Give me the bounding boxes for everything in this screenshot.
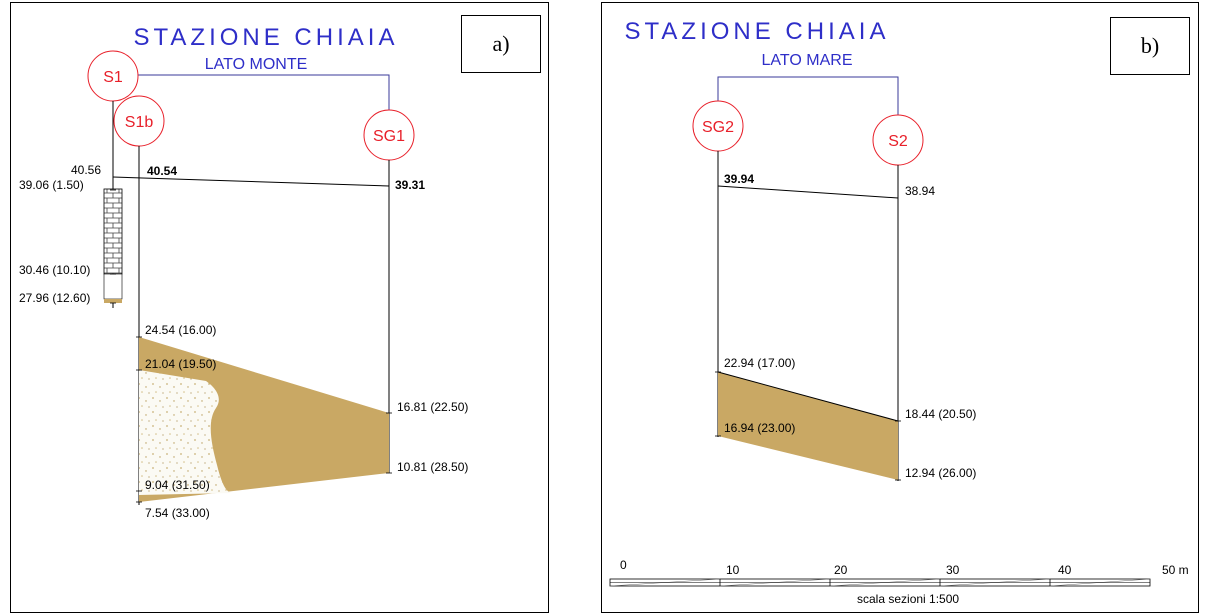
scale-tick-10: 10 <box>726 563 740 577</box>
s1b-layer1-label: 24.54 (16.00) <box>145 323 216 337</box>
scale-tick-20: 20 <box>834 563 848 577</box>
s1b-layer4-label: 7.54 (33.00) <box>145 506 210 520</box>
depth-markers <box>715 371 901 481</box>
section-a-drawing: STAZIONE CHIAIA LATO MONTE S1 S1b SG1 <box>19 24 468 520</box>
station-title: STAZIONE CHIAIA <box>625 18 890 45</box>
borehole-s1-label: S1 <box>103 69 123 86</box>
scale-caption: scala sezioni 1:500 <box>857 592 959 606</box>
s1-fill-base-label: 39.06 (1.50) <box>19 178 84 192</box>
borehole-s2: S2 <box>872 114 924 166</box>
ground-surface-line <box>112 176 390 187</box>
s1-top-elevation: 40.56 <box>71 163 101 177</box>
borehole-sg1: SG1 <box>363 109 415 161</box>
s1b-layer3-label: 9.04 (31.50) <box>145 478 210 492</box>
sg2-layer2-label: 16.94 (23.00) <box>724 421 795 435</box>
scale-tick-40: 40 <box>1058 563 1072 577</box>
s1-bottom-label: 27.96 (12.60) <box>19 291 90 305</box>
s1b-layer2-label: 21.04 (19.50) <box>145 357 216 371</box>
s2-layer2-label: 12.94 (26.00) <box>905 466 976 480</box>
sg2-top-elevation: 39.94 <box>724 172 754 186</box>
borehole-s2-label: S2 <box>888 133 908 150</box>
sg2-layer1-label: 22.94 (17.00) <box>724 356 795 370</box>
panel-a-tag: a) <box>461 15 541 73</box>
s2-top-elevation: 38.94 <box>905 184 935 198</box>
scale-tick-0: 0 <box>620 558 627 572</box>
s1-fill-layer <box>103 273 123 300</box>
borehole-s1: S1 <box>87 50 139 102</box>
panel-b-tag: b) <box>1110 17 1190 75</box>
section-b-drawing: STAZIONE CHIAIA LATO MARE SG2 S2 39.94 3… <box>609 18 1189 606</box>
s1-wall-base-label: 30.46 (10.10) <box>19 263 90 277</box>
station-title: STAZIONE CHIAIA <box>134 24 399 51</box>
scale-tick-30: 30 <box>946 563 960 577</box>
borehole-sg1-label: SG1 <box>373 128 405 145</box>
borehole-connector <box>136 74 390 115</box>
depth-markers <box>110 189 392 503</box>
borehole-connector <box>717 76 899 115</box>
borehole-s1b-label: S1b <box>125 114 154 131</box>
scale-tick-50: 50 m <box>1162 563 1189 577</box>
s2-layer1-label: 18.44 (20.50) <box>905 407 976 421</box>
s1-masonry-layer <box>103 188 123 275</box>
borehole-sg2-label: SG2 <box>702 119 734 136</box>
sg1-top-elevation: 39.31 <box>395 178 425 192</box>
ground-surface-line <box>717 185 899 199</box>
section-panel-b: STAZIONE CHIAIA LATO MARE SG2 S2 39.94 3… <box>601 2 1199 613</box>
s1b-top-elevation: 40.54 <box>147 164 177 178</box>
borehole-s1b: S1b <box>113 95 165 147</box>
section-subtitle: LATO MONTE <box>205 56 308 73</box>
sand-layer <box>718 372 898 480</box>
scale-bar: 0 10 20 30 40 50 m scala sezioni 1:500 <box>609 558 1189 606</box>
sg1-layer2-label: 10.81 (28.50) <box>397 460 468 474</box>
tuff-lens <box>139 370 231 495</box>
sand-top-boundary <box>717 371 899 422</box>
borehole-sg2: SG2 <box>692 100 744 152</box>
s1-sand-bottom <box>104 299 122 303</box>
section-subtitle: LATO MARE <box>762 52 853 69</box>
sg1-layer1-label: 16.81 (22.50) <box>397 400 468 414</box>
section-panel-a: STAZIONE CHIAIA LATO MONTE S1 S1b SG1 <box>10 2 549 613</box>
